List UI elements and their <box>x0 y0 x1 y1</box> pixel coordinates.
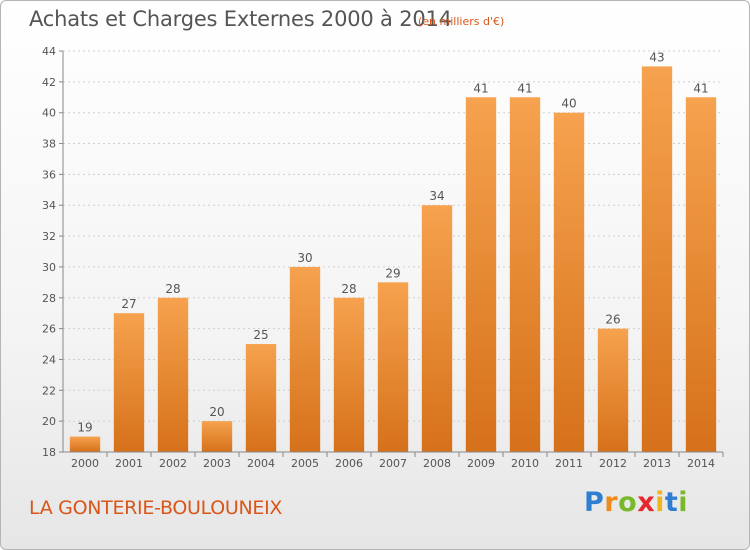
logo-letter: P <box>584 487 605 518</box>
bar <box>289 266 321 452</box>
bar <box>113 313 145 452</box>
data-label: 25 <box>253 328 268 342</box>
bar <box>421 205 453 452</box>
proxiti-logo: Proxiti <box>584 487 688 518</box>
logo-letter: i <box>678 487 689 518</box>
y-tick-label: 40 <box>42 107 56 120</box>
y-tick-label: 24 <box>42 353 56 366</box>
bar <box>69 436 101 452</box>
y-tick-label: 18 <box>42 446 56 459</box>
x-tick-label: 2009 <box>467 457 495 470</box>
bar <box>641 66 673 452</box>
data-label: 19 <box>77 421 92 435</box>
bar <box>377 282 409 452</box>
x-tick-label: 2001 <box>115 457 143 470</box>
y-tick-label: 28 <box>42 292 56 305</box>
data-label: 28 <box>165 282 180 296</box>
x-tick-label: 2012 <box>599 457 627 470</box>
data-label: 20 <box>209 405 224 419</box>
data-label: 34 <box>429 189 444 203</box>
data-label: 28 <box>341 282 356 296</box>
chart-subtitle: (en milliers d'€) <box>418 15 505 28</box>
data-label: 26 <box>605 313 620 327</box>
x-axis: 2000 2001 2002 2003 2004 2005 2006 2007 2008 2009… <box>63 451 724 470</box>
place-name: LA GONTERIE-BOULOUNEIX <box>29 497 283 519</box>
bar <box>509 97 541 453</box>
x-tick-label: 2014 <box>687 457 715 470</box>
logo-letter: o <box>618 487 638 518</box>
x-tick-label: 2007 <box>379 457 407 470</box>
logo-letter: i <box>655 487 665 518</box>
bar <box>201 421 233 452</box>
x-tick-label: 2011 <box>555 457 583 470</box>
data-label: 41 <box>517 81 532 95</box>
chart-title: Achats et Charges Externes 2000 à 2014 <box>29 7 452 31</box>
y-axis: 18 20 22 24 26 28 30 32 34 36 38 40 42 44 <box>42 45 64 459</box>
data-label: 41 <box>693 81 708 95</box>
x-tick-label: 2008 <box>423 457 451 470</box>
y-tick-label: 30 <box>42 261 56 274</box>
logo-letter: t <box>664 487 679 518</box>
data-labels: 19 27 28 20 25 30 28 29 34 41 41 40 26 43 41 <box>77 50 708 434</box>
y-tick-label: 22 <box>42 384 56 397</box>
y-tick-label: 32 <box>42 230 56 243</box>
x-tick-label: 2006 <box>335 457 363 470</box>
data-label: 43 <box>649 50 664 64</box>
bar <box>465 97 497 453</box>
x-tick-label: 2000 <box>71 457 99 470</box>
data-label: 27 <box>121 297 136 311</box>
x-tick-label: 2002 <box>159 457 187 470</box>
data-label: 30 <box>297 251 312 265</box>
x-tick-label: 2004 <box>247 457 275 470</box>
logo-letter: x <box>637 487 656 518</box>
bar <box>157 297 189 452</box>
x-tick-label: 2010 <box>511 457 539 470</box>
bar <box>597 328 629 452</box>
y-tick-label: 42 <box>42 76 56 89</box>
x-tick-label: 2005 <box>291 457 319 470</box>
bar <box>553 112 585 452</box>
x-tick-label: 2003 <box>203 457 231 470</box>
bar <box>245 344 277 452</box>
data-label: 40 <box>561 97 576 111</box>
bar <box>685 97 717 453</box>
y-tick-label: 26 <box>42 323 56 336</box>
data-label: 29 <box>385 266 400 280</box>
y-tick-label: 44 <box>42 45 56 58</box>
bar <box>333 297 365 452</box>
bars <box>69 66 717 453</box>
data-label: 41 <box>473 81 488 95</box>
x-tick-label: 2013 <box>643 457 671 470</box>
y-tick-label: 34 <box>42 199 56 212</box>
logo-letter: r <box>604 487 619 518</box>
y-tick-label: 20 <box>42 415 56 428</box>
y-tick-label: 38 <box>42 138 56 151</box>
y-tick-label: 36 <box>42 168 56 181</box>
